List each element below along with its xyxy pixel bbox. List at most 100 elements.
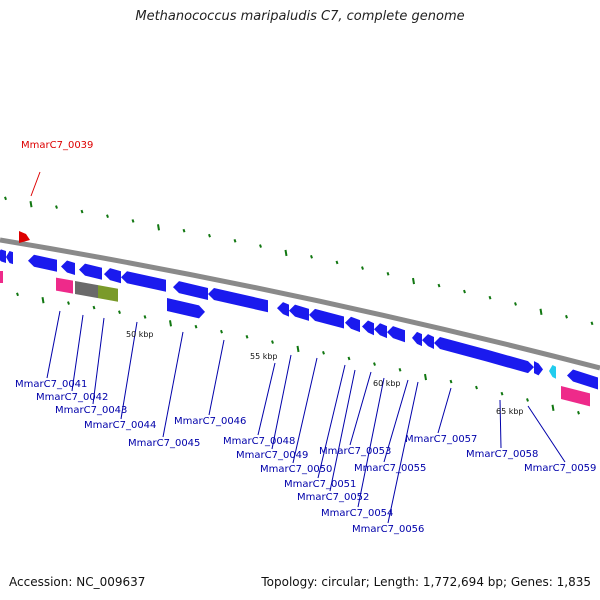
gene-feature: [309, 308, 344, 329]
tick-mark: [590, 321, 594, 326]
leader-line: [120, 321, 138, 420]
gene-feature: [6, 251, 13, 265]
gene-label[interactable]: MmarC7_0051: [284, 479, 356, 490]
gene-feature: [173, 281, 208, 301]
gene-feature: [412, 331, 422, 347]
tick-mark: [194, 324, 198, 329]
leader-line: [383, 379, 409, 463]
gene-label[interactable]: MmarC7_0050: [260, 464, 332, 475]
tick-mark: [526, 398, 529, 402]
tick-mark: [80, 209, 84, 214]
gene-label[interactable]: MmarC7_0043: [55, 405, 127, 416]
tick-mark: [412, 277, 415, 285]
leader-line: [30, 171, 41, 197]
tick-mark: [322, 351, 325, 355]
tick-mark: [106, 214, 109, 219]
gene-label[interactable]: MmarC7_0055: [354, 463, 426, 474]
tick-mark: [157, 224, 160, 231]
leader-line: [271, 354, 292, 450]
gene-label[interactable]: MmarC7_0045: [128, 438, 200, 449]
gene-label[interactable]: MmarC7_0054: [321, 508, 393, 519]
gene-feature-mmarc7-0039: [19, 231, 30, 243]
tick-mark: [29, 200, 33, 208]
gene-label[interactable]: MmarC7_0057: [405, 434, 477, 445]
tick-mark: [169, 320, 172, 327]
tick-mark: [361, 266, 364, 270]
gene-feature: [61, 260, 75, 275]
gene-feature: [79, 263, 102, 280]
gene-label[interactable]: MmarC7_0044: [84, 420, 156, 431]
tick-mark: [475, 385, 478, 390]
gene-feature: [28, 254, 57, 272]
gene-label[interactable]: MmarC7_0058: [466, 449, 538, 460]
leader-line: [317, 364, 346, 479]
tick-mark: [208, 233, 211, 238]
tick-mark: [488, 295, 492, 300]
genome-backbone: [0, 237, 600, 371]
gene-feature: [374, 323, 387, 339]
gene-label[interactable]: MmarC7_0046: [174, 416, 246, 427]
tick-mark: [310, 255, 313, 259]
gene-feature: [56, 277, 73, 294]
gene-feature: [549, 364, 556, 379]
label-leader-lines: [30, 171, 566, 524]
gene-label[interactable]: MmarC7_0048: [223, 436, 295, 447]
tick-mark: [565, 314, 568, 319]
tick-mark: [386, 271, 390, 276]
gene-feature: [0, 249, 6, 264]
scale-label-55kbp: 55 kbp: [250, 352, 278, 361]
tick-mark: [373, 362, 376, 366]
gene-label[interactable]: MmarC7_0041: [15, 379, 87, 390]
map-title: Methanococcus maripaludis C7, complete g…: [135, 9, 465, 24]
leader-line: [357, 377, 385, 508]
gene-label[interactable]: MmarC7_0056: [352, 524, 424, 535]
gene-features: [0, 231, 598, 407]
leader-line: [162, 331, 184, 438]
tick-mark: [398, 367, 402, 372]
leader-line: [349, 371, 372, 446]
tick-mark: [55, 205, 58, 209]
tick-mark: [182, 228, 186, 233]
gene-label[interactable]: MmarC7_0052: [297, 492, 369, 503]
gene-feature: [422, 334, 434, 349]
leader-line: [208, 339, 225, 416]
tick-mark: [347, 356, 351, 361]
gene-feature: [567, 369, 598, 390]
gene-feature: [561, 385, 590, 407]
tick-mark: [131, 219, 135, 223]
tick-mark: [335, 260, 339, 265]
accession-text: Accession: NC_009637: [9, 575, 146, 589]
gene-label[interactable]: MmarC7_0059: [524, 463, 596, 474]
gene-label[interactable]: MmarC7_0053: [319, 446, 391, 457]
leader-line: [527, 405, 566, 463]
gene-feature: [167, 298, 205, 319]
gene-feature: [98, 285, 118, 302]
leader-line: [257, 362, 276, 436]
scale-label-50kbp: 50 kbp: [126, 330, 154, 339]
tick-mark: [500, 391, 504, 396]
gene-feature: [208, 288, 268, 313]
tick-mark: [4, 196, 7, 201]
tick-mark: [67, 301, 70, 305]
scale-label-65kbp: 65 kbp: [496, 407, 524, 416]
tick-mark: [118, 310, 121, 315]
tick-mark: [245, 335, 249, 339]
gene-label[interactable]: MmarC7_0049: [236, 450, 308, 461]
tick-mark: [259, 244, 262, 248]
gene-label[interactable]: MmarC7_0042: [36, 392, 108, 403]
gene-label[interactable]: MmarC7_0039: [21, 140, 93, 151]
gene-feature: [434, 336, 487, 362]
leader-line: [71, 314, 84, 392]
leader-line: [92, 317, 105, 405]
gene-feature: [75, 280, 98, 299]
gene-feature: [345, 316, 360, 333]
gene-feature: [121, 271, 166, 292]
gene-feature: [362, 320, 374, 336]
tick-mark: [284, 249, 288, 257]
leader-line: [387, 381, 419, 524]
tick-mark: [143, 315, 147, 319]
tick-mark: [449, 379, 453, 384]
leader-line: [437, 387, 452, 434]
tick-mark: [577, 410, 580, 415]
